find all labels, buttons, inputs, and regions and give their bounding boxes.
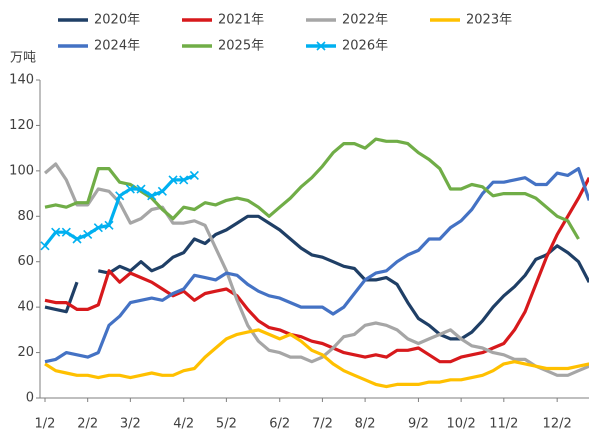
legend-label: 2020年 — [94, 13, 140, 28]
y-tick-label: 60 — [17, 254, 34, 269]
series-line — [44, 214, 589, 341]
marker — [104, 220, 114, 230]
series-line — [44, 137, 580, 240]
marker — [179, 175, 189, 185]
y-tick-label: 80 — [17, 209, 34, 224]
legend-label: 2022年 — [342, 13, 388, 28]
y-tick-label: 100 — [9, 163, 34, 178]
series-line — [44, 167, 589, 364]
x-tick-label: 11/2 — [489, 417, 518, 432]
marker — [125, 184, 135, 194]
marker — [40, 241, 50, 251]
y-tick-label: 0 — [26, 391, 34, 406]
x-tick-label: 3/2 — [120, 417, 141, 432]
x-tick-label: 1/2 — [35, 417, 56, 432]
x-tick-label: 5/2 — [216, 417, 237, 432]
x-tick-label: 6/2 — [269, 417, 290, 432]
y-tick-label: 140 — [9, 73, 34, 88]
marker — [168, 175, 178, 185]
legend-label: 2026年 — [342, 39, 388, 54]
marker — [93, 223, 103, 233]
x-tick-label: 12/2 — [543, 417, 572, 432]
series-line — [44, 328, 589, 389]
legend-marker — [316, 41, 326, 51]
marker — [136, 184, 146, 194]
y-tick-label: 120 — [9, 118, 34, 133]
series-line — [44, 176, 589, 364]
x-tick-label: 4/2 — [173, 417, 194, 432]
marker — [51, 227, 61, 237]
legend-label: 2025年 — [218, 39, 264, 54]
legend-label: 2021年 — [218, 13, 264, 28]
legend-label: 2023年 — [466, 13, 512, 28]
y-tick-label: 20 — [17, 345, 34, 360]
marker — [115, 191, 125, 201]
y-tick-label: 40 — [17, 300, 34, 315]
marker — [72, 234, 82, 244]
x-tick-label: 9/2 — [408, 417, 429, 432]
x-tick-label: 10/2 — [447, 417, 476, 432]
x-tick-label: 7/2 — [312, 417, 333, 432]
marker — [147, 191, 157, 201]
x-tick-label: 8/2 — [355, 417, 376, 432]
y-axis-label: 万吨 — [10, 51, 36, 66]
marker — [83, 229, 93, 240]
marker — [189, 170, 199, 180]
series-line — [43, 162, 589, 377]
x-tick-label: 2/2 — [77, 417, 98, 432]
marker — [157, 186, 167, 196]
legend-label: 2024年 — [94, 39, 140, 54]
marker — [61, 227, 71, 237]
